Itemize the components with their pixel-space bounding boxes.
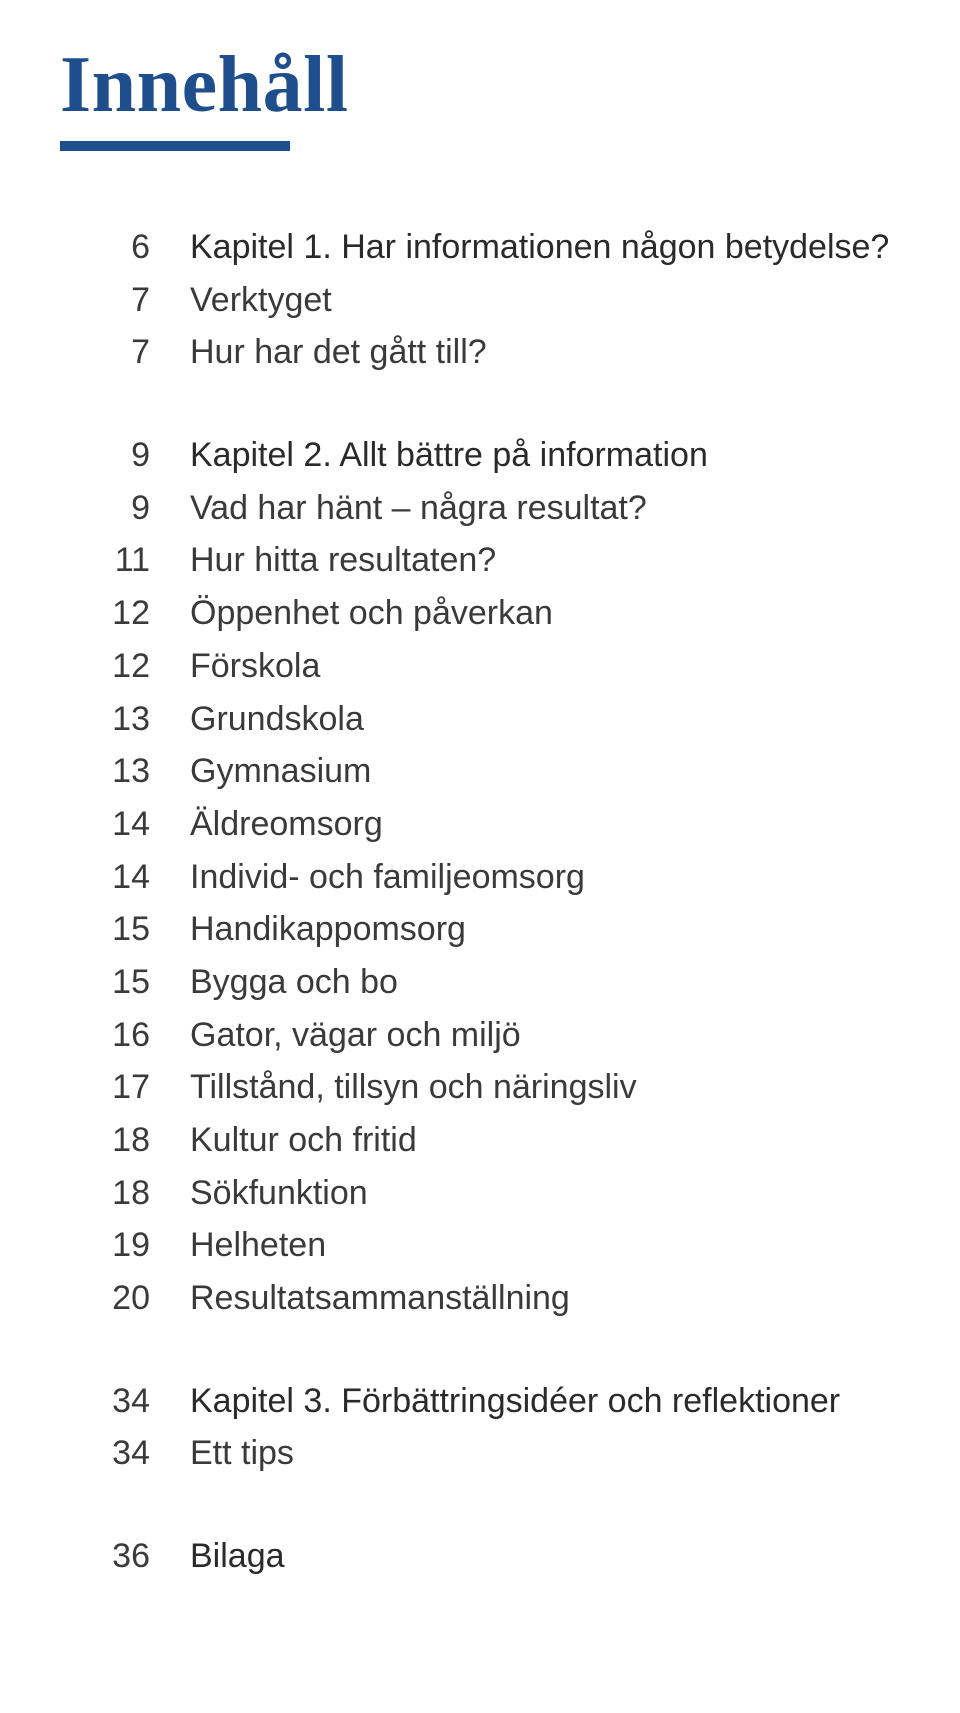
toc-page-number: 20 <box>60 1272 190 1325</box>
toc-row: 15Bygga och bo <box>60 956 900 1009</box>
toc-page-number: 7 <box>60 274 190 327</box>
toc-label: Resultatsammanställning <box>190 1272 900 1325</box>
toc-label: Handikappomsorg <box>190 903 900 956</box>
toc-container: 6Kapitel 1. Har informationen någon bety… <box>60 221 900 1583</box>
toc-row: 18Kultur och fritid <box>60 1114 900 1167</box>
toc-label: Förskola <box>190 640 900 693</box>
toc-row: 16Gator, vägar och miljö <box>60 1009 900 1062</box>
toc-label: Sökfunktion <box>190 1167 900 1220</box>
toc-page-number: 14 <box>60 798 190 851</box>
toc-row: 20Resultatsammanställning <box>60 1272 900 1325</box>
toc-row: 12Öppenhet och påverkan <box>60 587 900 640</box>
toc-label: Äldreomsorg <box>190 798 900 851</box>
toc-label: Kapitel 1. Har informationen någon betyd… <box>190 221 900 274</box>
toc-row: 12Förskola <box>60 640 900 693</box>
toc-page-number: 11 <box>60 534 190 587</box>
toc-label: Gymnasium <box>190 745 900 798</box>
toc-label: Tillstånd, tillsyn och näringsliv <box>190 1061 900 1114</box>
toc-row: 19Helheten <box>60 1219 900 1272</box>
toc-row: 18Sökfunktion <box>60 1167 900 1220</box>
toc-page-number: 13 <box>60 693 190 746</box>
toc-row: 17Tillstånd, tillsyn och näringsliv <box>60 1061 900 1114</box>
toc-row: 11Hur hitta resultaten? <box>60 534 900 587</box>
toc-row: 15Handikappomsorg <box>60 903 900 956</box>
toc-row: 13Gymnasium <box>60 745 900 798</box>
toc-label: Bygga och bo <box>190 956 900 1009</box>
toc-page-number: 34 <box>60 1375 190 1428</box>
toc-row: 9Kapitel 2. Allt bättre på information <box>60 429 900 482</box>
toc-label: Grundskola <box>190 693 900 746</box>
toc-label: Kapitel 3. Förbättringsidéer och reflekt… <box>190 1375 900 1428</box>
page-title: Innehåll <box>60 40 900 131</box>
toc-page-number: 7 <box>60 326 190 379</box>
toc-page-number: 9 <box>60 482 190 535</box>
toc-page-number: 13 <box>60 745 190 798</box>
toc-row: 7Verktyget <box>60 274 900 327</box>
toc-row: 14Äldreomsorg <box>60 798 900 851</box>
toc-row: 13Grundskola <box>60 693 900 746</box>
toc-page-number: 17 <box>60 1061 190 1114</box>
toc-label: Ett tips <box>190 1427 900 1480</box>
toc-page-number: 36 <box>60 1530 190 1583</box>
toc-label: Vad har hänt – några resultat? <box>190 482 900 535</box>
toc-label: Kultur och fritid <box>190 1114 900 1167</box>
toc-group: 36Bilaga <box>60 1530 900 1583</box>
toc-page: Innehåll 6Kapitel 1. Har informationen n… <box>0 0 960 1713</box>
toc-page-number: 19 <box>60 1219 190 1272</box>
toc-row: 34Kapitel 3. Förbättringsidéer och refle… <box>60 1375 900 1428</box>
toc-page-number: 6 <box>60 221 190 274</box>
toc-label: Individ- och familjeomsorg <box>190 851 900 904</box>
toc-row: 14Individ- och familjeomsorg <box>60 851 900 904</box>
toc-row: 36Bilaga <box>60 1530 900 1583</box>
toc-label: Bilaga <box>190 1530 900 1583</box>
toc-row: 34Ett tips <box>60 1427 900 1480</box>
toc-label: Kapitel 2. Allt bättre på information <box>190 429 900 482</box>
toc-page-number: 12 <box>60 587 190 640</box>
toc-row: 7Hur har det gått till? <box>60 326 900 379</box>
toc-page-number: 15 <box>60 903 190 956</box>
toc-page-number: 9 <box>60 429 190 482</box>
toc-group: 9Kapitel 2. Allt bättre på information9V… <box>60 429 900 1325</box>
toc-label: Helheten <box>190 1219 900 1272</box>
toc-page-number: 15 <box>60 956 190 1009</box>
toc-row: 6Kapitel 1. Har informationen någon bety… <box>60 221 900 274</box>
toc-row: 9Vad har hänt – några resultat? <box>60 482 900 535</box>
title-underline <box>60 141 290 151</box>
toc-page-number: 18 <box>60 1167 190 1220</box>
toc-label: Hur har det gått till? <box>190 326 900 379</box>
toc-label: Verktyget <box>190 274 900 327</box>
toc-page-number: 18 <box>60 1114 190 1167</box>
toc-label: Öppenhet och påverkan <box>190 587 900 640</box>
toc-group: 34Kapitel 3. Förbättringsidéer och refle… <box>60 1375 900 1480</box>
toc-page-number: 34 <box>60 1427 190 1480</box>
toc-group: 6Kapitel 1. Har informationen någon bety… <box>60 221 900 379</box>
toc-label: Gator, vägar och miljö <box>190 1009 900 1062</box>
toc-page-number: 16 <box>60 1009 190 1062</box>
toc-page-number: 12 <box>60 640 190 693</box>
toc-label: Hur hitta resultaten? <box>190 534 900 587</box>
toc-page-number: 14 <box>60 851 190 904</box>
